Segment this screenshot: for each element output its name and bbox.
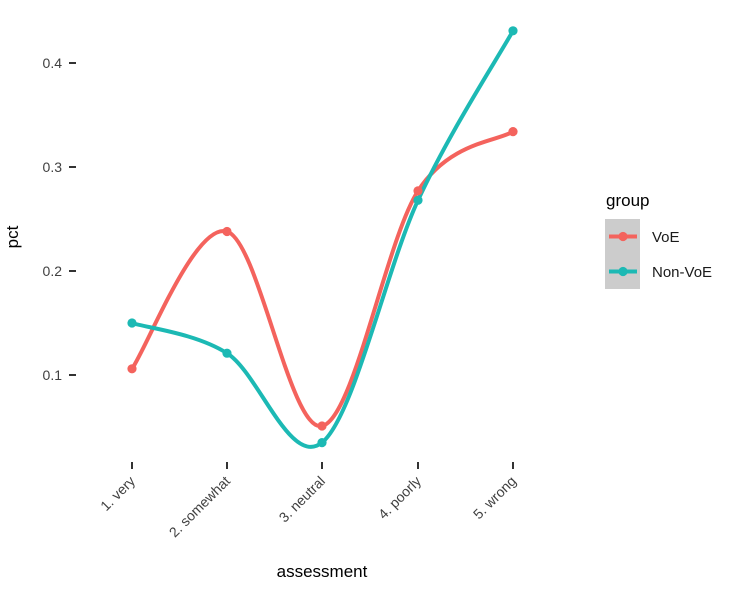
y-axis: 0.1 0.2 0.3 0.4 pct — [3, 55, 76, 383]
nonvoe-line — [130, 28, 515, 449]
plot-area — [127, 26, 518, 449]
nonvoe-points — [127, 26, 518, 448]
legend-label-voe: VoE — [652, 229, 680, 246]
legend-key-background — [605, 219, 640, 289]
x-tick-label: 5. wrong — [470, 473, 519, 522]
x-tick-label: 4. poorly — [375, 473, 424, 522]
data-point-VoE — [222, 226, 232, 237]
data-point-VoE — [413, 186, 423, 196]
y-tick-label: 0.1 — [43, 367, 63, 383]
legend-title: group — [606, 191, 649, 210]
legend-label-nonvoe: Non-VoE — [652, 264, 712, 281]
legend: group VoE Non-VoE — [605, 191, 712, 289]
data-point-VoE — [317, 421, 327, 431]
x-axis: 1. very 2. somewhat 3. neutral 4. poorly… — [97, 462, 519, 581]
y-axis-title: pct — [3, 225, 22, 248]
data-point-Non-VoE — [222, 348, 232, 358]
x-axis-title: assessment — [277, 562, 368, 581]
data-point-VoE — [127, 364, 137, 374]
voe-points — [127, 127, 518, 431]
data-point-VoE — [508, 127, 518, 137]
data-point-Non-VoE — [317, 438, 327, 448]
data-point-Non-VoE — [413, 195, 423, 205]
x-tick-label: 3. neutral — [276, 473, 329, 526]
y-tick-label: 0.2 — [43, 263, 63, 279]
data-point-Non-VoE — [508, 26, 518, 36]
x-tick-label: 1. very — [97, 473, 138, 514]
data-point-Non-VoE — [127, 318, 137, 328]
legend-key-point-voe — [618, 231, 628, 242]
x-tick-label: 2. somewhat — [166, 473, 234, 541]
legend-key-point-nonvoe — [618, 266, 628, 277]
y-tick-label: 0.4 — [43, 55, 63, 71]
y-tick-label: 0.3 — [43, 159, 63, 175]
voe-line — [130, 129, 515, 428]
